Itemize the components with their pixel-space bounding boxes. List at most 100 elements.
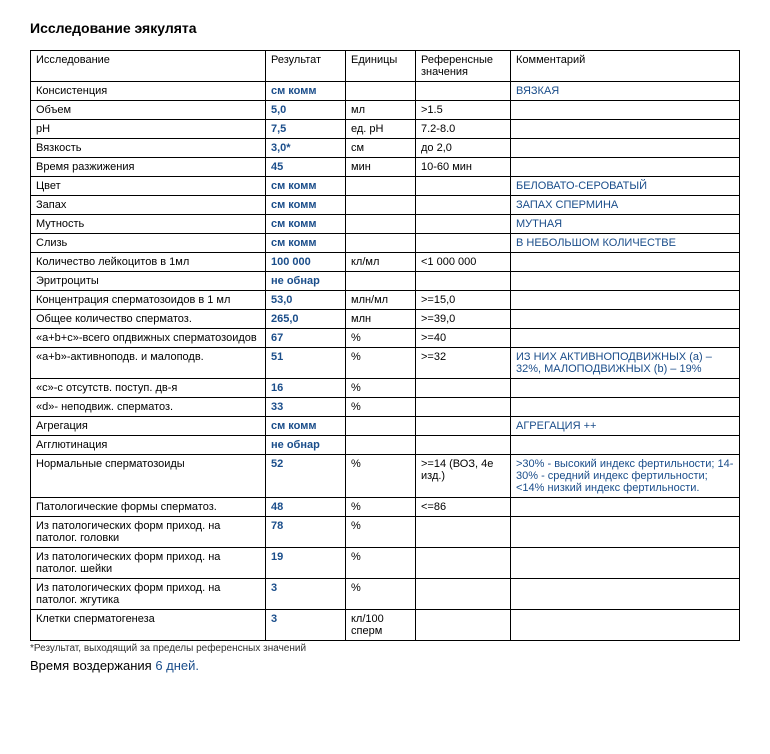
cell-comment [511, 310, 740, 329]
cell-ref: >=40 [416, 329, 511, 348]
table-row: Концентрация сперматозоидов в 1 мл53,0мл… [31, 291, 740, 310]
cell-result: 265,0 [266, 310, 346, 329]
table-row: pH7,5ед. pH7.2-8.0 [31, 120, 740, 139]
cell-result: 7,5 [266, 120, 346, 139]
cell-units: % [346, 348, 416, 379]
cell-result: 3,0* [266, 139, 346, 158]
table-row: Запахсм коммЗАПАХ СПЕРМИНА [31, 196, 740, 215]
results-table: Исследование Результат Единицы Референсн… [30, 50, 740, 641]
cell-result: 51 [266, 348, 346, 379]
table-row: Мутностьсм комм МУТНАЯ [31, 215, 740, 234]
cell-comment [511, 579, 740, 610]
cell-result: 3 [266, 610, 346, 641]
cell-result: 100 000 [266, 253, 346, 272]
cell-comment [511, 548, 740, 579]
cell-comment: ЗАПАХ СПЕРМИНА [511, 196, 740, 215]
cell-result: 53,0 [266, 291, 346, 310]
cell-comment [511, 139, 740, 158]
table-row: Цветсм комм БЕЛОВАТО-СЕРОВАТЫЙ [31, 177, 740, 196]
cell-test: Клетки сперматогенеза [31, 610, 266, 641]
cell-test: «с»-с отсутств. поступ. дв-я [31, 379, 266, 398]
cell-comment: ВЯЗКАЯ [511, 82, 740, 101]
table-row: Время разжижения45мин10-60 мин [31, 158, 740, 177]
abstinence-label: Время воздержания [30, 658, 152, 673]
cell-test: Вязкость [31, 139, 266, 158]
table-row: Количество лейкоцитов в 1мл100 000кл/мл<… [31, 253, 740, 272]
cell-result: см комм [266, 196, 346, 215]
table-row: Из патологических форм приход. на патоло… [31, 579, 740, 610]
cell-comment [511, 610, 740, 641]
cell-test: pH [31, 120, 266, 139]
cell-test: Патологические формы сперматоз. [31, 498, 266, 517]
cell-comment: В НЕБОЛЬШОМ КОЛИЧЕСТВЕ [511, 234, 740, 253]
cell-ref [416, 177, 511, 196]
cell-ref: >=32 [416, 348, 511, 379]
cell-ref [416, 82, 511, 101]
cell-comment [511, 329, 740, 348]
cell-test: Объем [31, 101, 266, 120]
cell-units [346, 177, 416, 196]
cell-comment [511, 158, 740, 177]
cell-ref [416, 436, 511, 455]
col-header-units: Единицы [346, 51, 416, 82]
cell-units: % [346, 548, 416, 579]
cell-test: Агрегация [31, 417, 266, 436]
cell-result: см комм [266, 215, 346, 234]
table-row: «a+b»-активноподв. и малоподв.51%>=32ИЗ … [31, 348, 740, 379]
cell-comment: БЕЛОВАТО-СЕРОВАТЫЙ [511, 177, 740, 196]
cell-comment [511, 379, 740, 398]
table-row: «a+b+c»-всего опдвижных сперматозоидов67… [31, 329, 740, 348]
cell-ref: >=39,0 [416, 310, 511, 329]
cell-result: 16 [266, 379, 346, 398]
table-row: Консистенциясм комм ВЯЗКАЯ [31, 82, 740, 101]
cell-ref [416, 196, 511, 215]
cell-ref [416, 398, 511, 417]
col-header-result: Результат [266, 51, 346, 82]
cell-ref [416, 234, 511, 253]
footnote: *Результат, выходящий за пределы референ… [30, 643, 740, 654]
cell-test: Мутность [31, 215, 266, 234]
cell-units [346, 436, 416, 455]
cell-result: см комм [266, 234, 346, 253]
cell-comment [511, 398, 740, 417]
cell-units: % [346, 398, 416, 417]
cell-units: % [346, 379, 416, 398]
cell-ref [416, 417, 511, 436]
cell-result: см комм [266, 82, 346, 101]
cell-test: Из патологических форм приход. на патоло… [31, 517, 266, 548]
cell-units: % [346, 498, 416, 517]
cell-comment [511, 272, 740, 291]
cell-result: не обнар [266, 272, 346, 291]
cell-result: см комм [266, 177, 346, 196]
cell-comment: ИЗ НИХ АКТИВНОПОДВИЖНЫХ (a) – 32%, МАЛОП… [511, 348, 740, 379]
cell-test: Слизь [31, 234, 266, 253]
abstinence-line: Время воздержания 6 дней. [30, 658, 740, 673]
col-header-test: Исследование [31, 51, 266, 82]
cell-ref [416, 579, 511, 610]
cell-units [346, 234, 416, 253]
cell-units: млн [346, 310, 416, 329]
cell-result: 45 [266, 158, 346, 177]
cell-result: 67 [266, 329, 346, 348]
cell-ref [416, 610, 511, 641]
cell-test: Цвет [31, 177, 266, 196]
cell-result: не обнар [266, 436, 346, 455]
cell-test: Консистенция [31, 82, 266, 101]
cell-units: кл/мл [346, 253, 416, 272]
cell-units: % [346, 455, 416, 498]
cell-ref: <=86 [416, 498, 511, 517]
cell-result: 19 [266, 548, 346, 579]
cell-result: 5,0 [266, 101, 346, 120]
table-row: Клетки сперматогенеза3кл/100 сперм [31, 610, 740, 641]
cell-units: ед. pH [346, 120, 416, 139]
cell-comment: МУТНАЯ [511, 215, 740, 234]
cell-result: 3 [266, 579, 346, 610]
table-row: Объем5,0мл>1.5 [31, 101, 740, 120]
cell-result: 48 [266, 498, 346, 517]
cell-comment [511, 498, 740, 517]
cell-ref: >=15,0 [416, 291, 511, 310]
cell-ref: >=14 (ВОЗ, 4е изд.) [416, 455, 511, 498]
cell-ref [416, 215, 511, 234]
cell-ref: <1 000 000 [416, 253, 511, 272]
cell-units: % [346, 579, 416, 610]
